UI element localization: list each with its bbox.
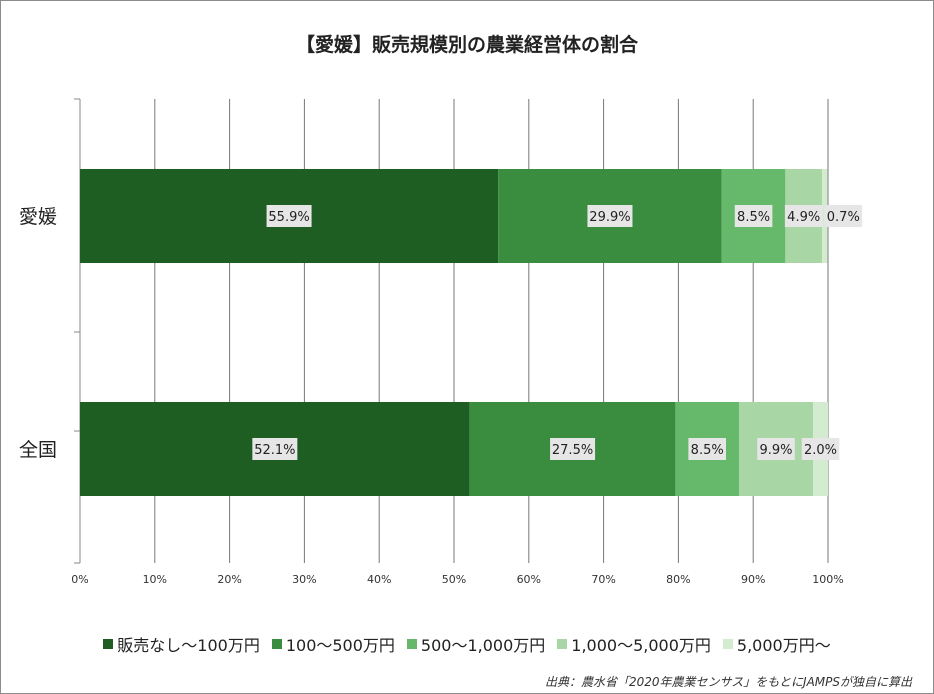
x-tick-label: 100%	[812, 573, 843, 586]
data-label: 27.5%	[552, 443, 593, 458]
data-label-box	[252, 438, 298, 460]
data-label: 2.0%	[804, 443, 837, 458]
data-label: 4.9%	[787, 210, 820, 225]
legend-label: 100～500万円	[285, 636, 395, 655]
data-label-box	[550, 438, 596, 460]
legend-swatch	[722, 639, 733, 649]
data-label-box	[784, 205, 823, 227]
category-label: 愛媛	[19, 206, 57, 228]
legend-swatch	[271, 639, 282, 649]
chart-legend: 販売なし～100万円 100～500万円 500～1,000万円 1,000～5,00…	[0, 632, 934, 656]
legend-label: 販売なし～100万円	[117, 636, 260, 655]
data-label-box	[824, 205, 863, 227]
data-label: 8.5%	[691, 443, 724, 458]
data-label: 0.7%	[827, 210, 860, 225]
x-tick-label: 50%	[442, 573, 466, 586]
legend-label: 5,000万円～	[736, 636, 831, 655]
data-label: 9.9%	[759, 443, 792, 458]
data-label-box	[587, 205, 633, 227]
data-label-box	[801, 438, 840, 460]
data-label: 8.5%	[737, 210, 770, 225]
legend-item: 100～500万円	[271, 632, 395, 656]
data-label-box	[688, 438, 726, 460]
x-tick-label: 80%	[666, 573, 690, 586]
data-label-box	[266, 205, 312, 227]
source-note: 出典：農水省「2020年農業センサス」をもとにJAMPSが独自に算出	[544, 675, 912, 689]
data-label: 52.1%	[254, 443, 295, 458]
legend-swatch	[406, 639, 417, 649]
x-tick-label: 70%	[591, 573, 615, 586]
legend-item: 1,000～5,000万円	[557, 632, 711, 656]
legend-item: 販売なし～100万円	[103, 632, 260, 656]
legend-item: 5,000万円～	[722, 632, 831, 656]
legend-item: 500～1,000万円	[406, 632, 546, 656]
legend-label: 500～1,000万円	[420, 636, 546, 655]
x-tick-label: 60%	[517, 573, 541, 586]
x-tick-label: 20%	[217, 573, 241, 586]
chart-title: 【愛媛】販売規模別の農業経営体の割合	[295, 34, 638, 56]
legend-swatch	[557, 639, 568, 649]
data-label-box	[734, 205, 773, 227]
data-label: 29.9%	[589, 210, 630, 225]
x-tick-label: 30%	[292, 573, 316, 586]
legend-label: 1,000～5,000万円	[571, 636, 711, 655]
x-tick-label: 0%	[71, 573, 88, 586]
category-label: 全国	[19, 439, 57, 461]
x-tick-label: 40%	[367, 573, 391, 586]
data-label-box	[757, 438, 795, 460]
data-label: 55.9%	[268, 210, 309, 225]
x-tick-label: 90%	[741, 573, 765, 586]
legend-swatch	[103, 639, 114, 649]
x-tick-label: 10%	[143, 573, 167, 586]
